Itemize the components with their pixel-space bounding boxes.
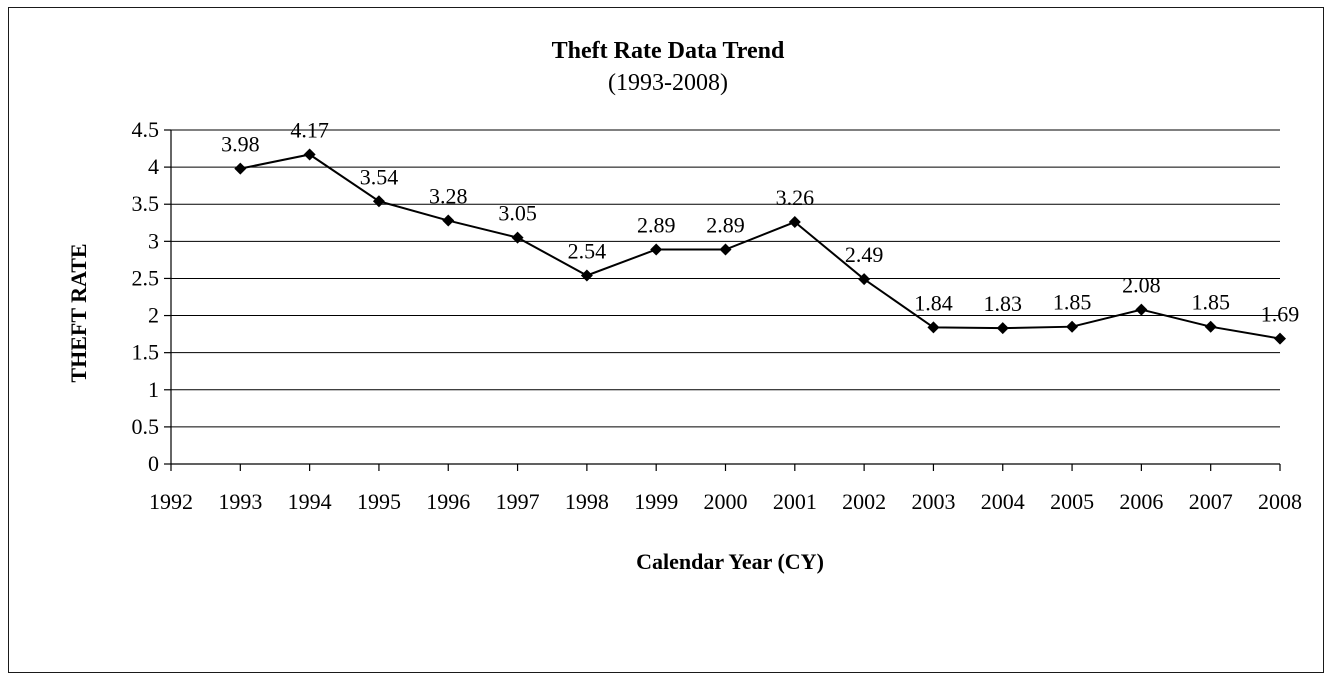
y-tick-label: 4.5 [132, 117, 160, 142]
x-tick-label: 2004 [981, 489, 1025, 514]
data-label-2001: 3.26 [776, 185, 815, 210]
series-line [240, 153, 1281, 340]
y-tick-label: 3 [148, 228, 159, 253]
chart-frame: Theft Rate Data Trend (1993-2008) THEFT … [8, 7, 1324, 673]
data-point-1999 [650, 243, 663, 256]
data-label-2008: 1.69 [1261, 302, 1300, 327]
x-tick-label: 1995 [357, 489, 401, 514]
data-point-2001 [788, 216, 801, 229]
data-label-1993: 3.98 [221, 132, 260, 157]
data-point-2002 [858, 273, 871, 286]
data-label-1997: 3.05 [498, 201, 537, 226]
data-label-2002: 2.49 [845, 242, 884, 267]
data-point-2006 [1135, 303, 1148, 316]
data-label-1996: 3.28 [429, 184, 468, 209]
x-tick-label: 1994 [288, 489, 332, 514]
data-point-2004 [996, 322, 1009, 335]
y-tick-label: 4 [148, 154, 159, 179]
x-tick-label: 2005 [1050, 489, 1094, 514]
data-point-2008 [1274, 332, 1286, 345]
y-tick-label: 1 [148, 377, 159, 402]
data-point-1994 [303, 148, 316, 161]
y-tick-label: 2.5 [132, 265, 160, 290]
data-label-1998: 2.54 [568, 238, 607, 263]
data-label-1995: 3.54 [360, 164, 399, 189]
data-label-2003: 1.84 [914, 290, 953, 315]
data-point-2003 [927, 321, 940, 334]
x-tick-label: 2001 [773, 489, 817, 514]
x-tick-label: 2003 [911, 489, 955, 514]
chart-subtitle: (1993-2008) [608, 70, 728, 96]
y-tick-label: 0 [148, 451, 159, 476]
x-tick-label: 1997 [496, 489, 540, 514]
gridlines [171, 129, 1280, 428]
x-tick-label: 1999 [634, 489, 678, 514]
y-tick-labels: 0 0.5 1 1.5 2 2.5 3 3.5 4 4.5 [132, 117, 160, 476]
data-point-2005 [1066, 320, 1079, 333]
data-point-1995 [372, 195, 385, 208]
chart-title: Theft Rate Data Trend [552, 38, 785, 64]
data-label-1999: 2.89 [637, 212, 676, 237]
data-label-2007: 1.85 [1191, 290, 1230, 315]
x-tick-label: 2000 [704, 489, 748, 514]
x-tick-label: 1996 [426, 489, 470, 514]
y-tick-label: 3.5 [132, 191, 160, 216]
x-tick-label: 1992 [149, 489, 193, 514]
data-point-1993 [234, 162, 247, 175]
series [234, 148, 1286, 345]
y-axis-title: THEFT RATE [66, 243, 91, 382]
data-label-1994: 4.17 [290, 117, 329, 142]
data-label-2004: 1.83 [984, 291, 1023, 316]
x-tick-label: 1993 [218, 489, 262, 514]
x-tick-label: 2002 [842, 489, 886, 514]
data-point-2007 [1204, 320, 1217, 333]
data-label-2005: 1.85 [1053, 290, 1092, 315]
x-tick-label: 2007 [1189, 489, 1233, 514]
axes [164, 129, 1281, 471]
data-labels: 3.98 4.17 3.54 3.28 3.05 2.54 2.89 2.89 3.26 2.49… [221, 117, 1299, 326]
data-label-2000: 2.89 [706, 212, 745, 237]
data-label-2006: 2.08 [1122, 273, 1161, 298]
y-tick-label: 1.5 [132, 340, 160, 365]
x-tick-label: 2008 [1258, 489, 1302, 514]
x-tick-label: 1998 [565, 489, 609, 514]
data-point-1996 [442, 214, 455, 227]
x-tick-label: 2006 [1119, 489, 1163, 514]
data-point-2000 [719, 243, 732, 256]
y-tick-label: 2 [148, 303, 159, 328]
data-point-1998 [580, 269, 593, 282]
y-tick-label: 0.5 [132, 414, 160, 439]
x-tick-labels: 1992 1993 1994 1995 1996 1997 1998 1999 2000 2001… [149, 489, 1302, 514]
data-point-1997 [511, 231, 524, 244]
x-axis-title: Calendar Year (CY) [636, 549, 824, 574]
line-chart: Theft Rate Data Trend (1993-2008) THEFT … [66, 38, 1302, 574]
